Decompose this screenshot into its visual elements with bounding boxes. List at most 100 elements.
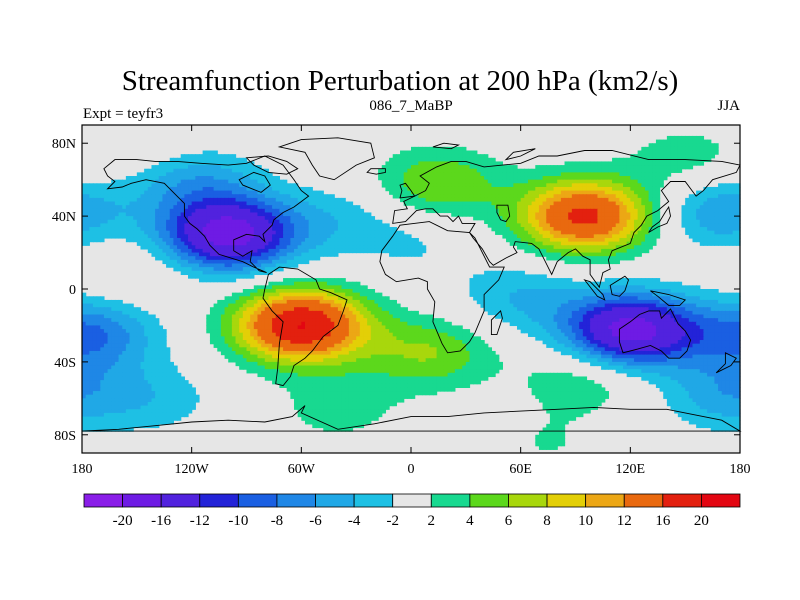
field-cell [495,299,500,305]
field-cell [560,237,566,243]
field-cell [626,296,631,301]
field-cell [239,252,244,257]
field-cell [283,216,288,221]
field-cell [648,245,653,250]
field-cell [100,303,105,308]
field-cell [473,289,478,294]
field-cell [725,219,730,224]
field-cell [506,299,511,305]
field-cell [100,205,105,210]
field-cell [637,234,642,239]
field-cell [147,230,153,235]
field-cell [356,223,361,228]
field-cell [261,270,266,276]
field-cell [542,201,547,206]
field-cell [257,237,262,243]
field-cell [604,237,609,243]
field-cell [725,303,730,308]
field-cell [579,219,584,224]
field-cell [579,168,584,173]
field-cell [623,186,628,192]
field-cell [337,289,343,294]
field-cell [641,201,646,206]
field-cell [378,230,383,235]
field-cell [228,161,233,166]
field-cell [586,289,591,294]
field-cell [162,205,167,210]
field-cell [125,208,131,214]
field-cell [480,190,485,195]
field-cell [290,289,295,294]
field-cell [396,161,401,166]
field-cell [246,227,251,232]
field-cell [114,212,120,217]
field-cell [560,227,566,232]
field-cell [571,248,577,254]
field-cell [626,157,631,163]
field-cell [250,292,255,297]
field-cell [202,168,207,173]
field-cell [414,183,419,188]
field-cell [696,230,701,235]
field-cell [173,176,178,181]
field-cell [290,208,295,214]
field-cell [294,216,299,221]
field-cell [418,245,423,250]
field-cell [703,205,708,210]
field-cell [231,186,237,192]
field-cell [133,190,138,195]
field-cell [568,190,573,195]
field-cell [326,212,332,217]
field-cell [696,212,701,217]
field-cell [312,194,317,199]
field-cell [633,172,639,177]
field-cell [381,165,387,170]
field-cell [421,186,427,192]
field-cell [469,168,474,173]
field-cell [180,252,185,257]
field-cell [242,176,248,181]
field-cell [378,227,383,232]
field-cell [633,212,639,217]
field-cell [520,274,525,279]
field-cell [235,161,240,166]
field-cell [531,201,536,206]
field-cell [125,186,131,192]
field-cell [294,241,299,246]
field-cell [484,176,489,181]
field-cell [729,197,734,203]
field-cell [118,216,123,221]
field-cell [315,241,321,246]
field-cell [242,241,248,246]
field-cell [202,176,207,181]
field-cell [502,292,507,297]
field-cell [692,227,697,232]
field-cell [509,299,514,305]
field-cell [590,259,595,265]
field-cell [114,234,120,239]
field-cell [484,296,489,301]
field-cell [644,241,650,246]
field-cell [465,154,471,159]
field-cell [608,230,613,235]
field-cell [133,216,138,221]
field-cell [403,157,408,163]
field-cell [359,230,365,235]
field-cell [235,168,240,173]
field-cell [122,208,127,214]
field-cell [575,176,580,181]
field-cell [648,241,653,246]
field-cell [279,234,284,239]
field-cell [692,139,697,144]
field-cell [228,252,233,257]
field-cell [498,230,503,235]
field-cell [549,289,555,294]
field-cell [630,208,635,214]
field-cell [414,252,419,257]
field-cell [648,201,653,206]
field-cell [674,296,679,301]
field-cell [564,252,569,257]
field-cell [158,237,164,243]
field-cell [725,216,730,221]
field-cell [517,216,522,221]
